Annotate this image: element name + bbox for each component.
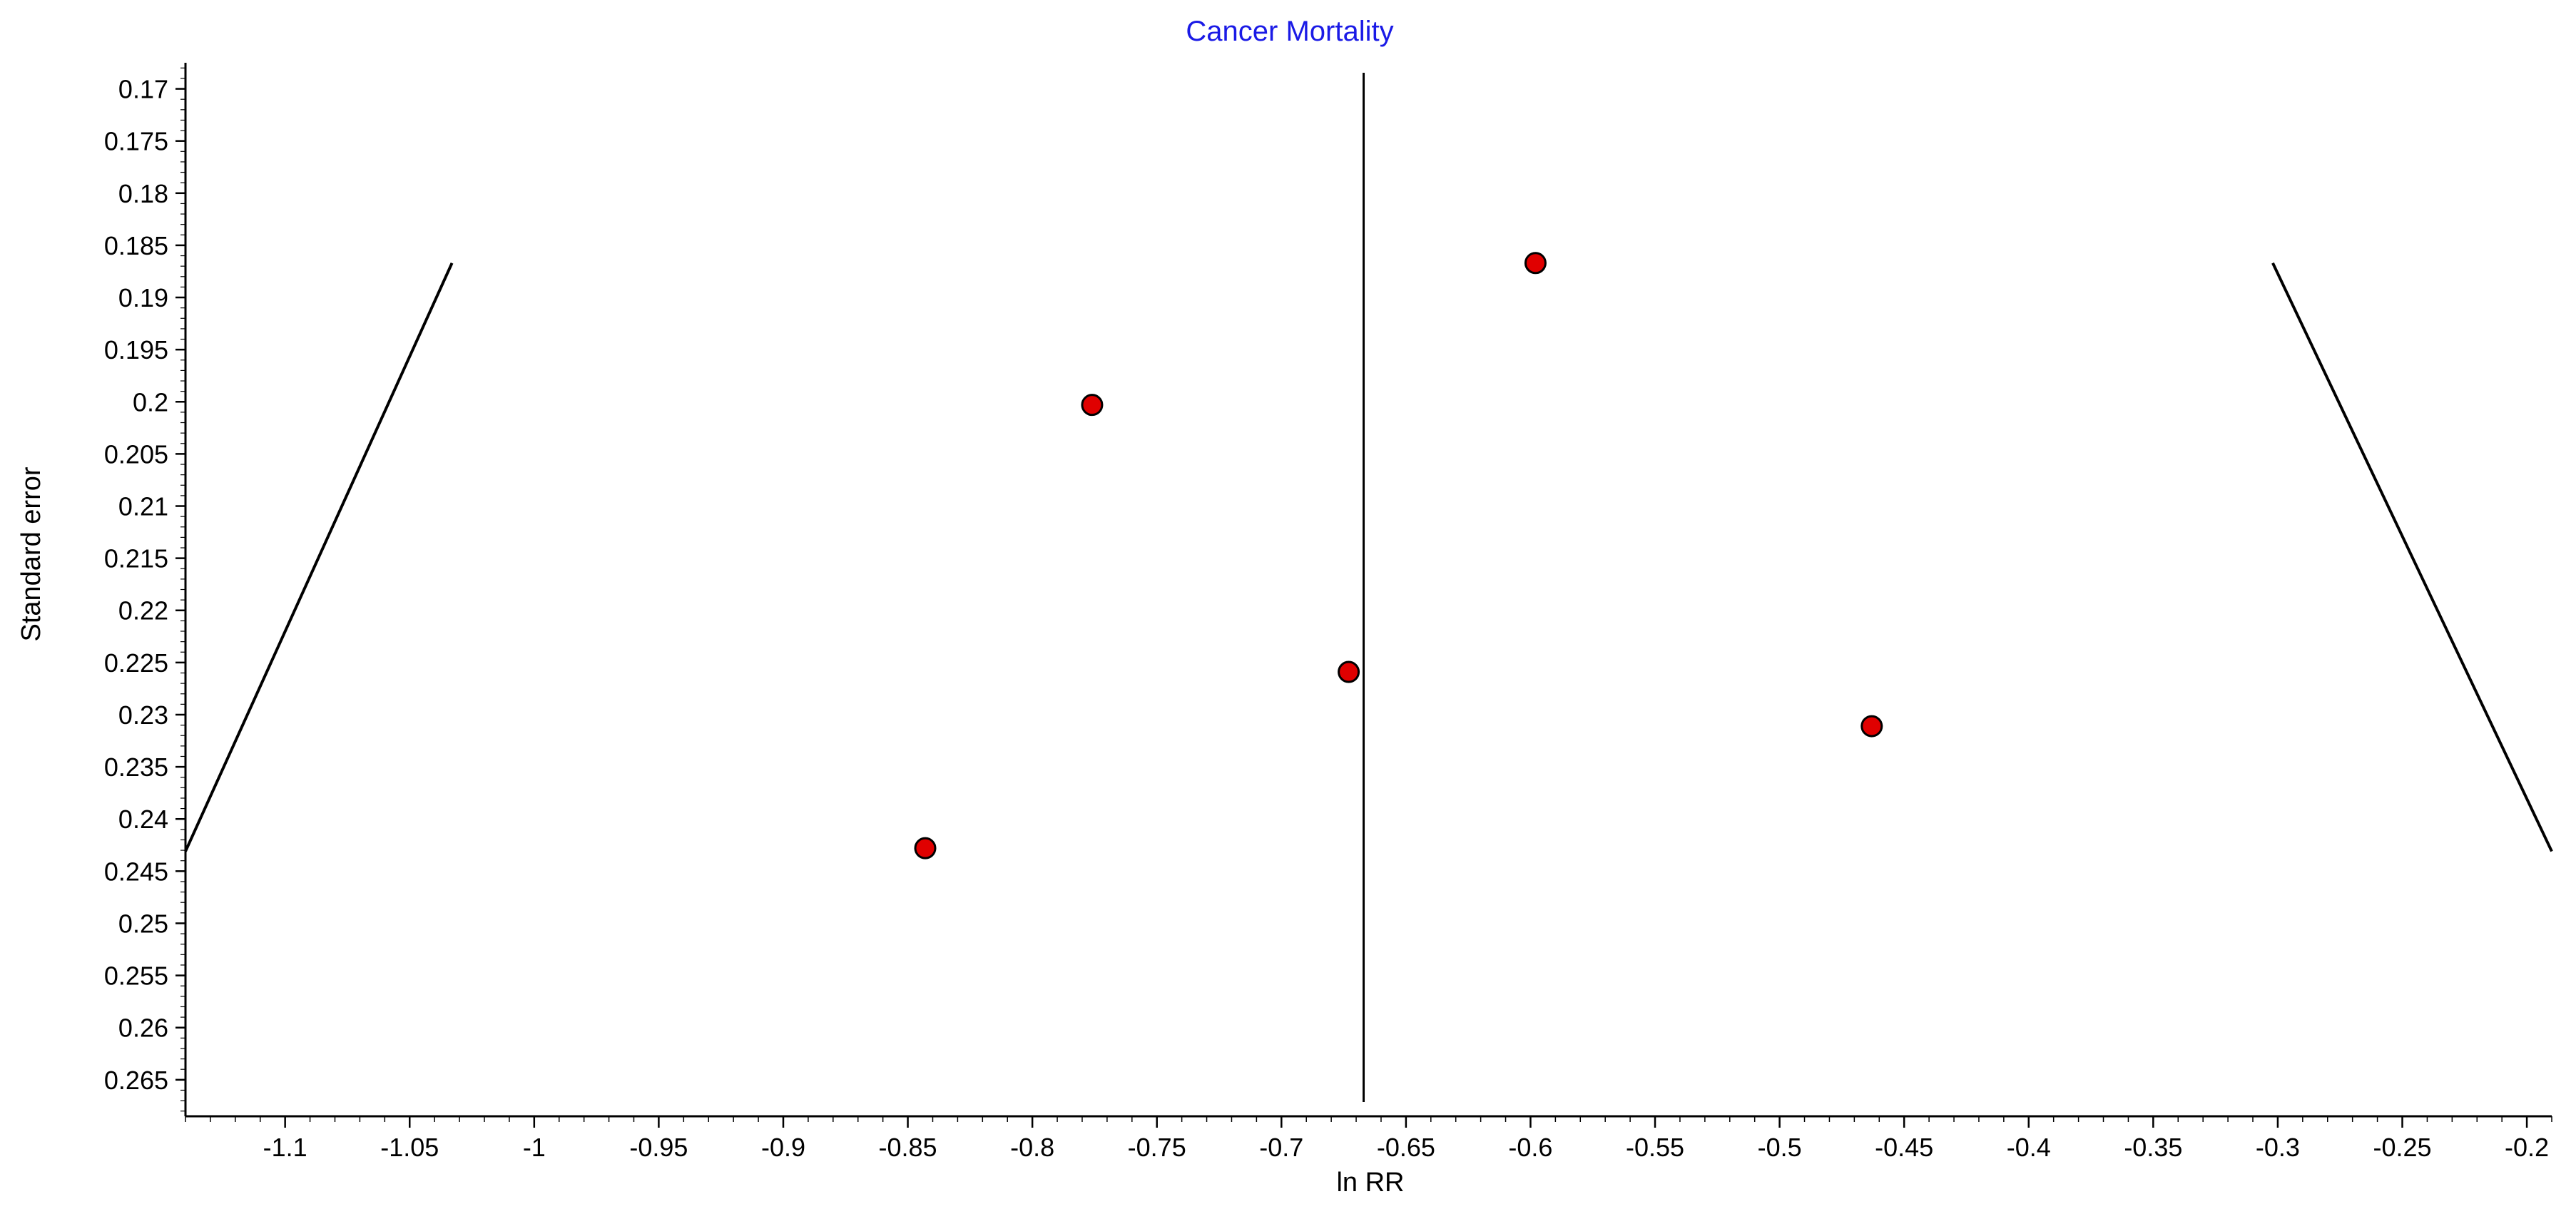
x-tick-label: -0.8 (1010, 1133, 1054, 1162)
x-tick-label: -0.7 (1259, 1133, 1303, 1162)
x-tick-label: -0.5 (1758, 1133, 1802, 1162)
y-tick-label: 0.26 (118, 1014, 168, 1043)
x-axis-ticks: -1.1 -1.05 -1 -0.95 -0.9 -0.85 -0.8 -0.75 -0.7 -0… (185, 1116, 2552, 1162)
y-tick-label: 0.19 (118, 283, 168, 312)
y-tick-label: 0.205 (104, 439, 168, 469)
x-tick-label: -0.85 (879, 1133, 937, 1162)
x-tick-label: -0.6 (1508, 1133, 1552, 1162)
x-axis-label: ln RR (1336, 1168, 1404, 1198)
funnel-lines (184, 262, 2553, 852)
x-tick-label: -0.75 (1128, 1133, 1186, 1162)
x-tick-label: -0.2 (2505, 1133, 2549, 1162)
x-tick-label: -0.25 (2373, 1133, 2431, 1162)
y-tick-label: 0.195 (104, 335, 168, 364)
x-tick-label: -0.65 (1377, 1133, 1435, 1162)
study-point (1081, 394, 1104, 417)
y-tick-label: 0.2 (133, 387, 168, 417)
y-tick-label: 0.255 (104, 961, 168, 991)
x-tick-label: -1.1 (263, 1133, 307, 1162)
study-point (914, 837, 937, 859)
y-tick-label: 0.23 (118, 700, 168, 730)
x-tick-label: -1 (523, 1133, 546, 1162)
y-tick-label: 0.235 (104, 753, 168, 782)
y-tick-label: 0.22 (118, 596, 168, 626)
study-point (1338, 660, 1360, 683)
y-tick-label: 0.175 (104, 127, 168, 156)
y-tick-label: 0.25 (118, 909, 168, 938)
y-tick-label: 0.225 (104, 648, 168, 678)
y-axis-label: Standard error (16, 466, 46, 641)
y-tick-label: 0.17 (118, 75, 168, 104)
x-tick-label: -0.4 (2007, 1133, 2051, 1162)
y-tick-label: 0.215 (104, 544, 168, 573)
y-tick-label: 0.18 (118, 179, 168, 208)
funnel-right-line (2271, 262, 2553, 852)
x-tick-label: -0.9 (761, 1133, 805, 1162)
study-point (1524, 252, 1547, 275)
y-tick-label: 0.245 (104, 857, 168, 886)
x-tick-label: -0.3 (2256, 1133, 2300, 1162)
study-points (914, 252, 1883, 859)
x-tick-label: -0.55 (1626, 1133, 1684, 1162)
y-tick-label: 0.24 (118, 805, 168, 834)
x-tick-label: -1.05 (380, 1133, 439, 1162)
funnel-left-line (184, 262, 454, 852)
y-tick-label: 0.185 (104, 231, 168, 260)
x-tick-label: -0.35 (2124, 1133, 2182, 1162)
y-axis-ticks: 0.17 0.175 0.18 0.185 0.19 0.195 0.2 0.205 0.21 0… (104, 67, 185, 1112)
x-tick-label: -0.95 (629, 1133, 688, 1162)
x-tick-label: -0.45 (1875, 1133, 1933, 1162)
y-tick-label: 0.265 (104, 1066, 168, 1095)
study-point (1860, 715, 1883, 738)
y-tick-label: 0.21 (118, 492, 168, 521)
chart-title: Cancer Mortality (1186, 16, 1393, 47)
